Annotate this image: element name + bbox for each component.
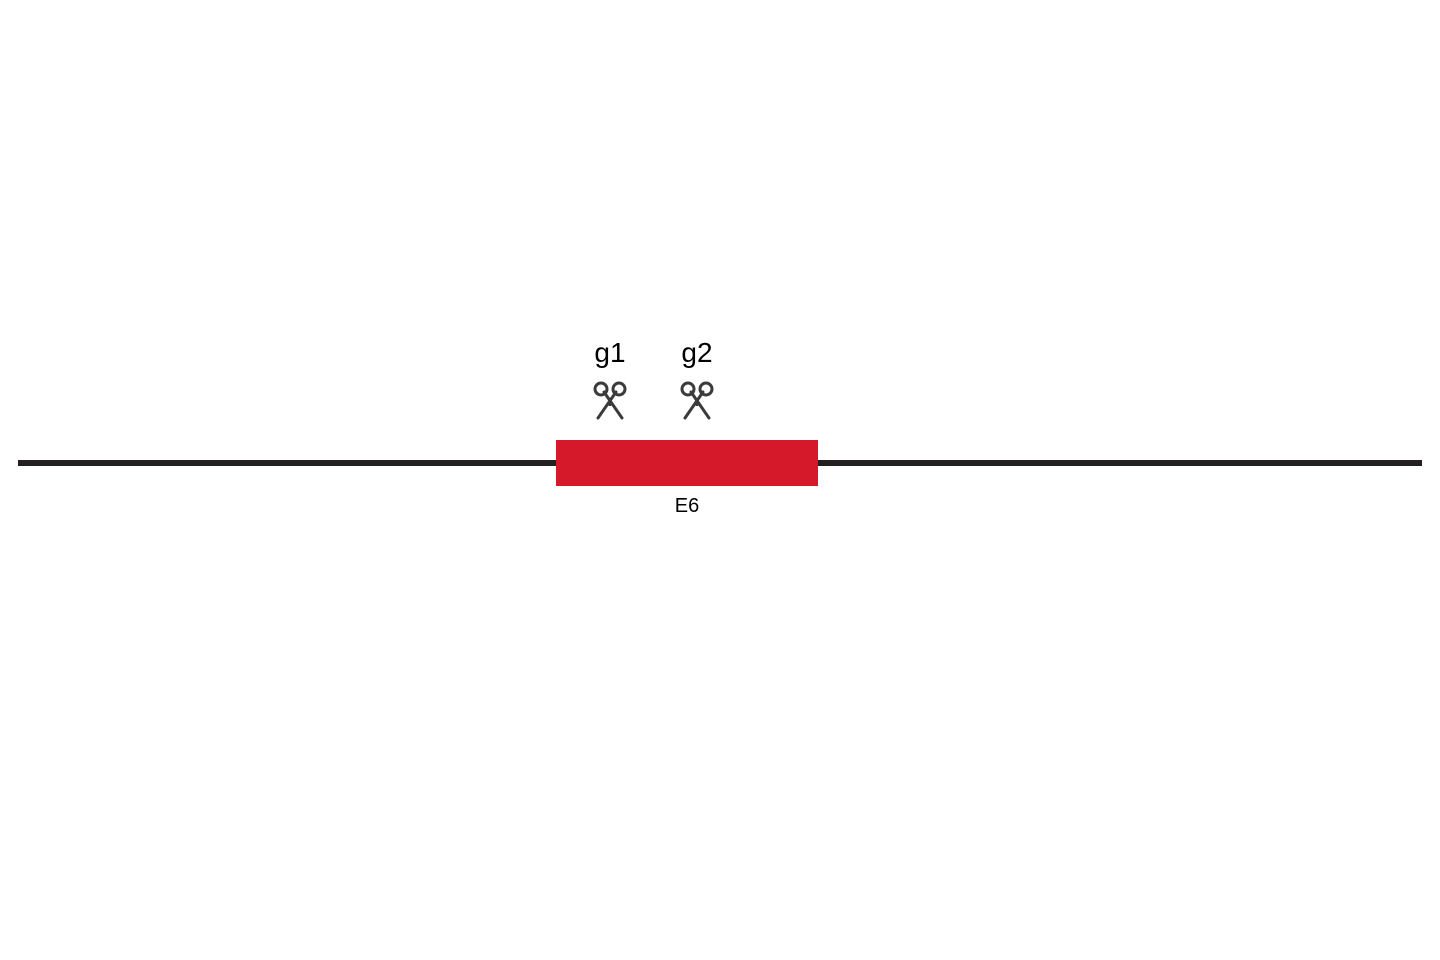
scissors-icon <box>595 383 625 418</box>
exon-label: E6 <box>675 495 699 517</box>
scissors-icon <box>682 383 712 418</box>
guide-g2: g2 <box>681 337 712 418</box>
guide-label: g1 <box>594 337 625 368</box>
guide-label: g2 <box>681 337 712 368</box>
guide-g1: g1 <box>594 337 625 418</box>
gene-diagram: E6 g1 g2 <box>0 0 1440 960</box>
guides: g1 g2 <box>594 337 712 418</box>
exon-box <box>556 440 818 486</box>
